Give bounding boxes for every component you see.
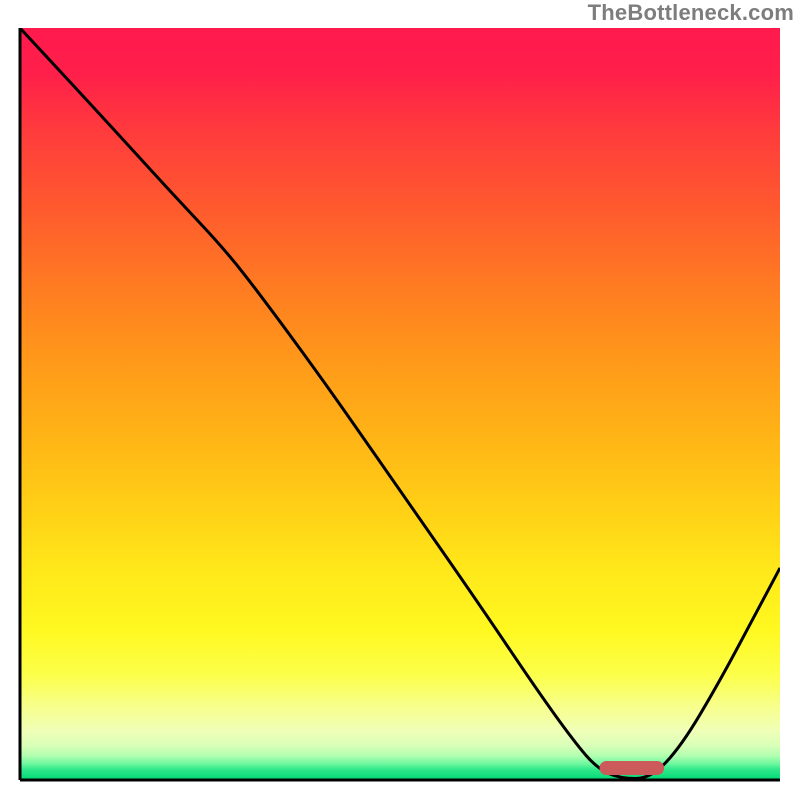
optimal-range-marker <box>600 761 665 775</box>
gradient-background <box>20 28 780 780</box>
watermark-text: TheBottleneck.com <box>588 0 794 26</box>
chart-stage: TheBottleneck.com <box>0 0 800 800</box>
gradient-line-chart <box>0 0 800 800</box>
